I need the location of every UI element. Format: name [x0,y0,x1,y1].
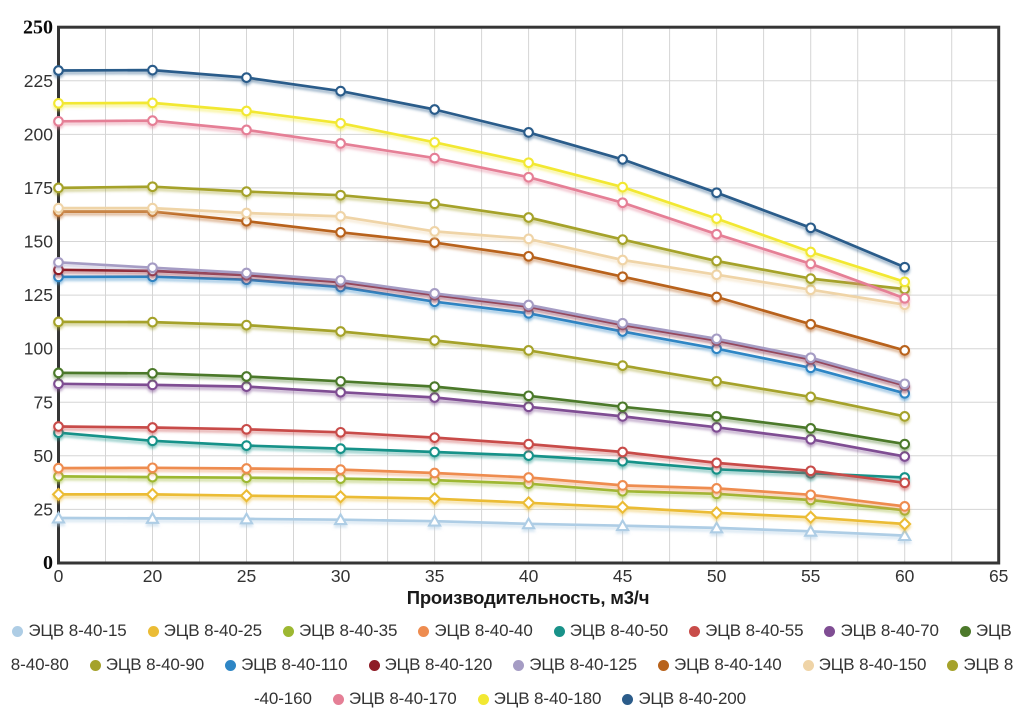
svg-text:50: 50 [707,566,727,586]
svg-text:65: 65 [989,566,1008,586]
svg-text:0: 0 [43,552,53,574]
svg-text:20: 20 [143,566,163,586]
svg-text:60: 60 [895,566,915,586]
svg-text:25: 25 [34,499,53,519]
svg-text:25: 25 [237,566,256,586]
svg-text:30: 30 [331,566,351,586]
svg-text:50: 50 [34,446,54,466]
svg-text:200: 200 [24,124,53,144]
svg-text:175: 175 [24,178,53,198]
svg-text:225: 225 [24,71,53,91]
svg-text:250: 250 [23,17,53,39]
svg-text:35: 35 [425,566,444,586]
svg-text:100: 100 [24,339,53,359]
svg-text:40: 40 [519,566,539,586]
svg-text:45: 45 [613,566,632,586]
svg-text:Производительность, м3/ч: Производительность, м3/ч [407,587,650,608]
svg-text:0: 0 [54,566,64,586]
svg-text:75: 75 [34,392,53,412]
svg-text:55: 55 [801,566,820,586]
svg-text:125: 125 [24,285,53,305]
svg-text:150: 150 [24,232,53,252]
